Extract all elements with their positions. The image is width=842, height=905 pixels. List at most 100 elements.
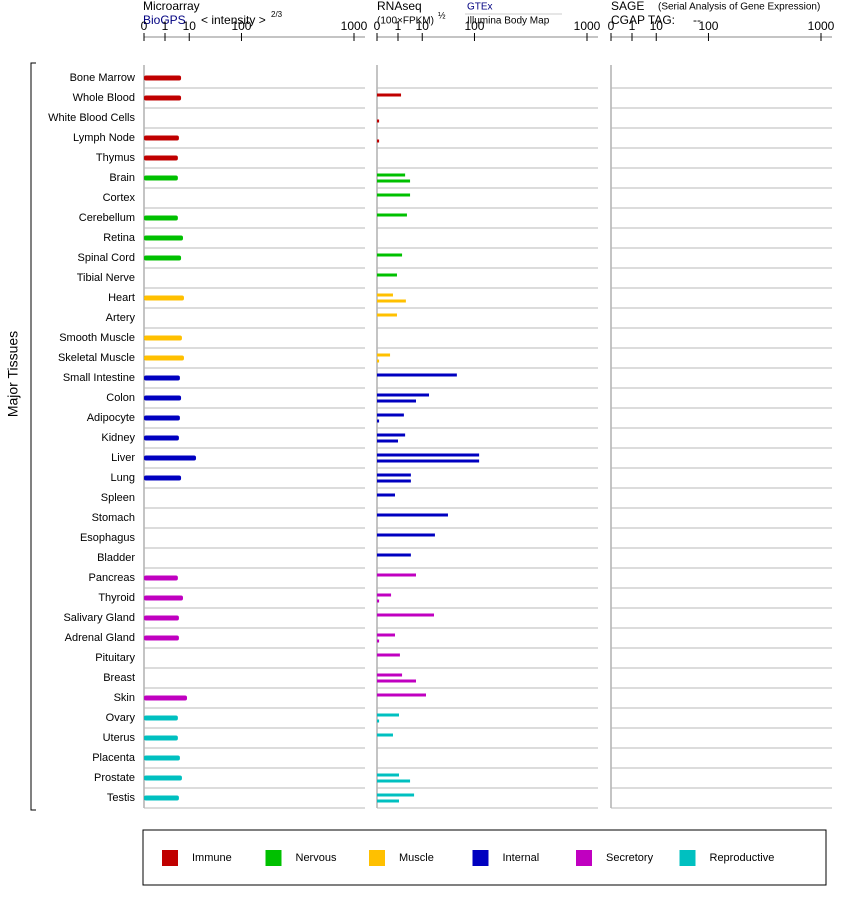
bar <box>377 433 406 437</box>
y-tick-label: Colon <box>106 392 135 404</box>
y-tick-label: Breast <box>103 672 135 684</box>
bar <box>377 719 380 723</box>
bar <box>144 715 178 721</box>
tag-label: CGAP TAG: <box>611 13 675 27</box>
bar <box>144 355 184 361</box>
bar <box>377 779 411 783</box>
bar <box>377 493 396 497</box>
bar <box>377 313 397 317</box>
y-tick-label: Esophagus <box>80 532 136 544</box>
panel-title: Microarray <box>143 0 200 13</box>
legend-swatch <box>576 850 592 866</box>
x-tick-label: 100 <box>698 19 718 33</box>
y-tick-label: Adipocyte <box>87 412 135 424</box>
legend-label: Immune <box>192 852 232 864</box>
panel-subtitle: (Serial Analysis of Gene Expression) <box>658 2 820 13</box>
legend-label: Muscle <box>399 852 434 864</box>
bar <box>377 393 430 397</box>
x-tick-label: 10 <box>650 19 664 33</box>
bar <box>377 419 380 423</box>
y-tick-label: Liver <box>111 452 135 464</box>
bar <box>144 95 182 101</box>
y-tick-label: Cerebellum <box>79 212 135 224</box>
bar <box>377 513 448 517</box>
bar <box>377 293 393 297</box>
y-tick-label: Thymus <box>96 152 136 164</box>
y-tick-label: Spinal Cord <box>78 252 135 264</box>
y-tick-label: Small Intestine <box>63 372 135 384</box>
bar <box>144 455 197 461</box>
legend-label: Nervous <box>296 852 337 864</box>
y-tick-label: Brain <box>109 172 135 184</box>
bar <box>144 335 182 341</box>
legend-label: Secretory <box>606 852 654 864</box>
bar <box>144 595 183 601</box>
bar <box>144 795 179 801</box>
x-tick-label: 100 <box>231 19 251 33</box>
bar <box>144 375 180 381</box>
y-tick-label: Thyroid <box>98 592 135 604</box>
bar <box>377 459 480 463</box>
y-tick-label: Heart <box>108 292 135 304</box>
bar <box>377 253 403 257</box>
bar <box>377 353 391 357</box>
y-tick-label: Lung <box>111 472 135 484</box>
bar <box>144 475 182 481</box>
x-tick-label: 1 <box>162 19 169 33</box>
y-tick-label: Cortex <box>103 192 136 204</box>
bar <box>144 255 182 261</box>
y-tick-label: Bone Marrow <box>70 72 135 84</box>
y-tick-label: Lymph Node <box>73 132 135 144</box>
bar <box>377 593 392 597</box>
x-tick-label: 0 <box>141 19 148 33</box>
x-tick-label: 0 <box>608 19 615 33</box>
y-tick-label: Uterus <box>103 732 136 744</box>
bar <box>377 139 380 143</box>
bar <box>144 135 179 141</box>
x-tick-label: 1000 <box>574 19 601 33</box>
y-tick-label: Testis <box>107 792 136 804</box>
bar <box>377 453 480 457</box>
legend-swatch <box>265 850 282 866</box>
x-tick-label: 0 <box>374 19 381 33</box>
bar <box>377 713 400 717</box>
panel-subtitle: BioGPS <box>143 13 186 27</box>
bar <box>377 599 380 603</box>
y-tick-label: Ovary <box>106 712 136 724</box>
bar <box>377 553 411 557</box>
x-tick-label: 10 <box>416 19 430 33</box>
bar <box>144 235 183 241</box>
y-tick-label: White Blood Cells <box>48 112 135 124</box>
y-tick-label: Prostate <box>94 772 135 784</box>
legend-box <box>142 829 827 886</box>
x-tick-label: 1 <box>629 19 636 33</box>
bar <box>144 695 188 701</box>
bar <box>144 155 178 161</box>
bar <box>377 613 435 617</box>
bar <box>377 273 397 277</box>
y-tick-label: Salivary Gland <box>63 612 135 624</box>
legend-swatch <box>472 850 489 866</box>
bar <box>144 395 182 401</box>
y-tick-label: Retina <box>103 232 136 244</box>
bar <box>377 173 406 177</box>
x-tick-label: 1000 <box>341 19 368 33</box>
bar <box>144 175 178 181</box>
legend-label: GTEx <box>467 2 493 13</box>
tag-value: -- <box>693 13 701 27</box>
y-tick-label: Smooth Muscle <box>59 332 135 344</box>
bar <box>377 773 400 777</box>
x-tick-label: 1000 <box>808 19 835 33</box>
bar <box>377 359 380 363</box>
bar <box>377 793 415 797</box>
bar <box>377 733 393 737</box>
bar <box>377 299 406 303</box>
bar <box>377 693 426 697</box>
bar <box>377 473 411 477</box>
axis-label-exponent: ½ <box>438 10 446 20</box>
x-tick-label: 100 <box>464 19 484 33</box>
bar <box>377 193 411 197</box>
bar <box>377 479 411 483</box>
y-tick-label: Skin <box>114 692 135 704</box>
